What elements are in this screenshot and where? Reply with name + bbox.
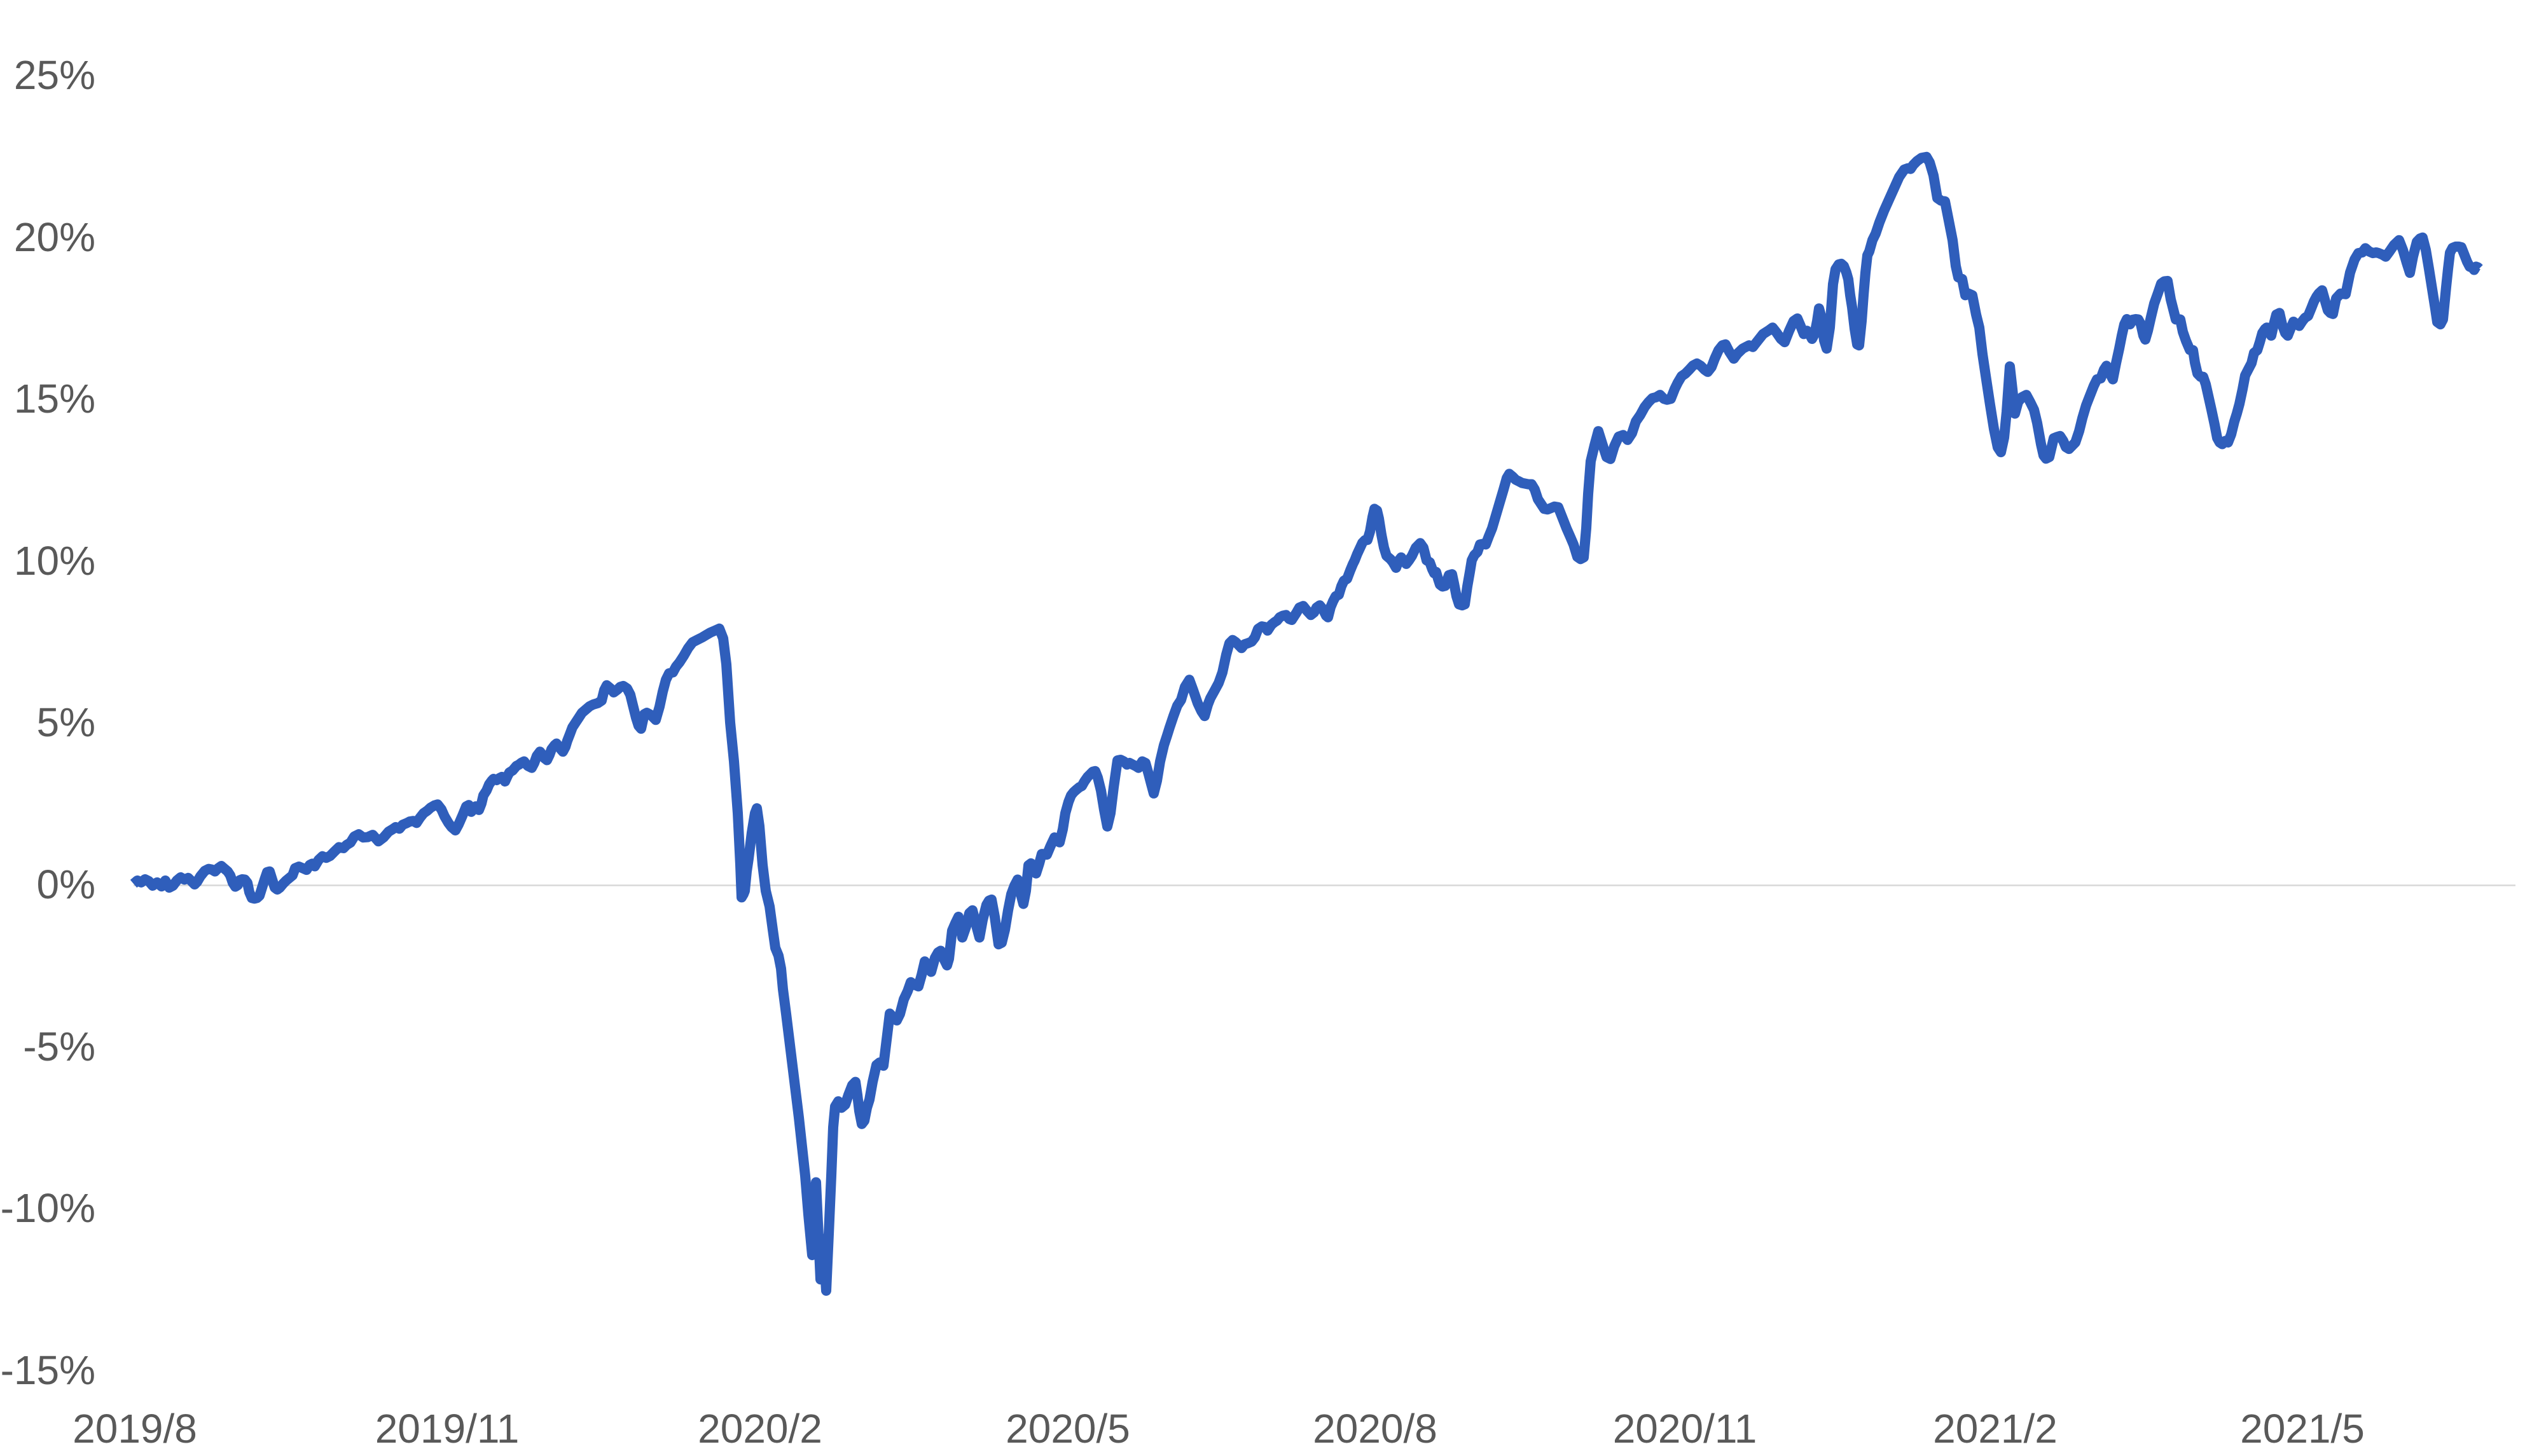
svg-text:2020/5: 2020/5 xyxy=(1006,1406,1130,1452)
svg-text:2020/2: 2020/2 xyxy=(698,1406,822,1452)
svg-text:-10%: -10% xyxy=(1,1185,95,1231)
svg-text:20%: 20% xyxy=(14,214,95,260)
svg-text:-5%: -5% xyxy=(23,1024,95,1069)
svg-text:2020/8: 2020/8 xyxy=(1313,1406,1437,1452)
svg-text:25%: 25% xyxy=(14,52,95,98)
svg-text:2020/11: 2020/11 xyxy=(1613,1406,1757,1452)
svg-text:5%: 5% xyxy=(37,699,96,745)
svg-text:10%: 10% xyxy=(14,538,95,584)
svg-text:2021/2: 2021/2 xyxy=(1933,1406,2058,1452)
svg-text:2019/8: 2019/8 xyxy=(73,1406,197,1452)
svg-text:2021/5: 2021/5 xyxy=(2240,1406,2365,1452)
svg-text:2019/11: 2019/11 xyxy=(375,1406,520,1452)
svg-text:15%: 15% xyxy=(14,376,95,422)
svg-text:-15%: -15% xyxy=(1,1347,95,1393)
svg-text:0%: 0% xyxy=(37,862,96,907)
